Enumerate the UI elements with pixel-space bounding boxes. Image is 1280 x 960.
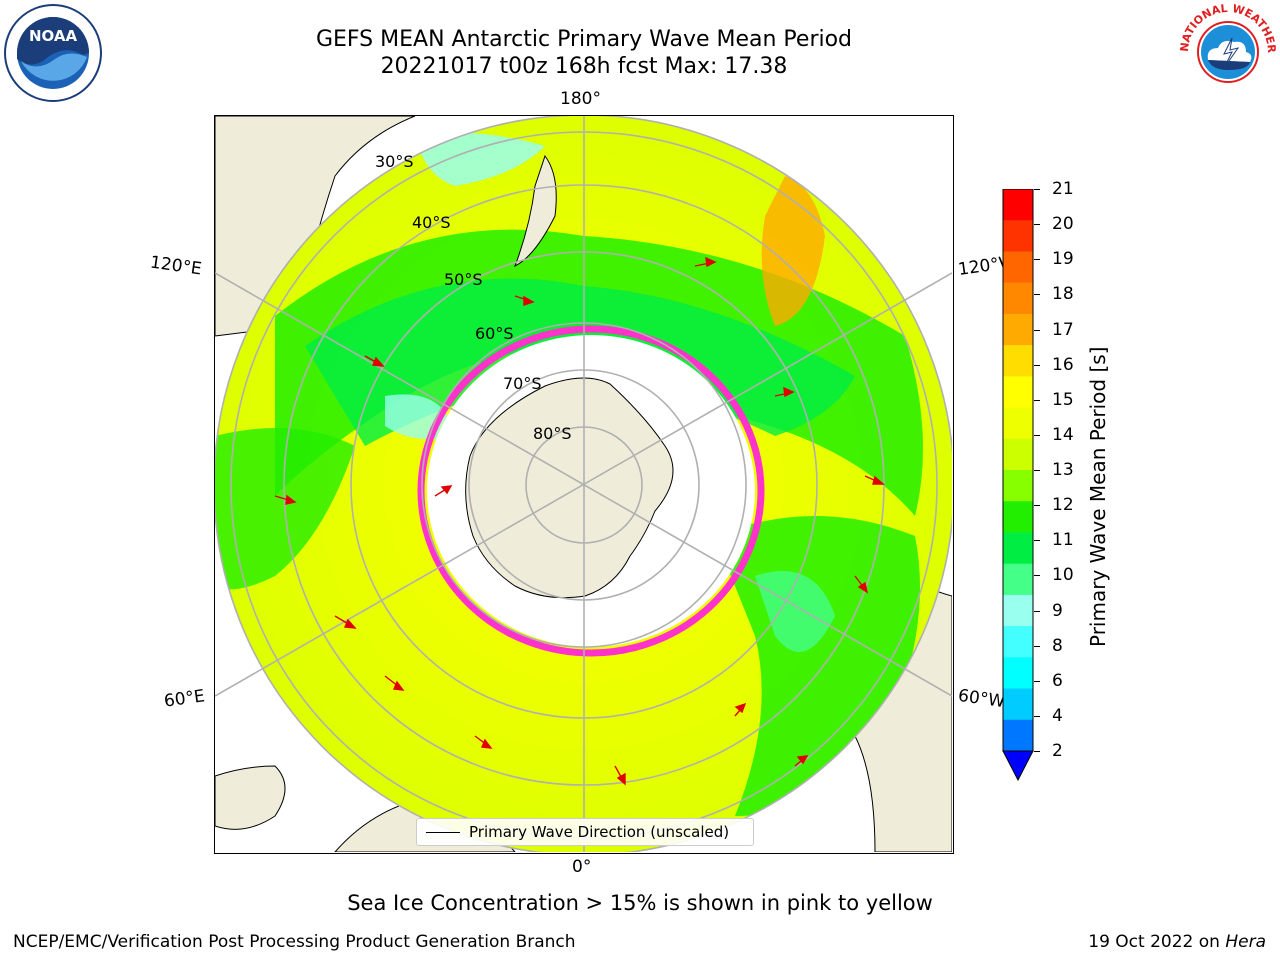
colorbar-segment [1003, 220, 1033, 252]
colorbar-tick-label: 12 [1052, 495, 1074, 516]
colorbar-title: Primary Wave Mean Period [s] [1086, 346, 1110, 648]
colorbar [1002, 188, 1034, 782]
colorbar-tick-mark [1034, 399, 1040, 401]
colorbar-tick-mark [1034, 645, 1040, 647]
sea-ice-caption: Sea Ice Concentration > 15% is shown in … [347, 891, 933, 915]
colorbar-tick-mark [1034, 189, 1040, 190]
chart-subtitle: 20221017 t00z 168h fcst Max: 17.38 [380, 54, 788, 79]
colorbar-segment [1003, 563, 1033, 596]
noaa-logo: NOAA [3, 3, 103, 103]
colorbar-tick-mark [1034, 505, 1040, 507]
colorbar-tick-mark [1034, 575, 1040, 577]
colorbar-segment [1003, 594, 1033, 627]
lon-label-120e: 120°E [148, 252, 203, 280]
colorbar-tick-label: 21 [1052, 179, 1074, 199]
colorbar-segment [1003, 532, 1033, 565]
colorbar-tick-mark [1034, 329, 1040, 331]
colorbar-segment [1003, 407, 1033, 440]
colorbar-segment [1003, 376, 1033, 409]
lon-label-180: 180° [560, 89, 601, 109]
colorbar-tick-label: 9 [1052, 600, 1063, 621]
colorbar-segment [1003, 189, 1033, 221]
colorbar-tick-mark [1034, 364, 1040, 366]
colorbar-segment [1003, 501, 1033, 533]
colorbar-extend-triangle [1002, 750, 1034, 782]
colorbar-tick-label: 19 [1052, 249, 1074, 270]
wave-direction-arrows [274, 256, 885, 786]
colorbar-tick-label: 6 [1052, 670, 1063, 691]
lat-label-50s: 50°S [444, 270, 483, 289]
lat-label-40s: 40°S [412, 213, 451, 232]
nws-logo: NATIONAL WEATHER SERVICE [1174, 0, 1278, 102]
antarctica-land [465, 377, 674, 599]
lat-label-80s: 80°S [533, 424, 572, 443]
chart-title: GEFS MEAN Antarctic Primary Wave Mean Pe… [315, 27, 853, 52]
colorbar-segment [1003, 313, 1033, 346]
colorbar-tick-label: 10 [1052, 565, 1074, 586]
colorbar-tick-mark [1034, 224, 1040, 226]
colorbar-tick-label: 11 [1052, 530, 1074, 551]
colorbar-tick-label: 8 [1052, 635, 1063, 656]
colorbar-tick-label: 16 [1052, 354, 1074, 375]
colorbar-tick-label: 20 [1052, 214, 1074, 235]
lat-label-60s: 60°S [475, 324, 514, 343]
lat-label-70s: 70°S [503, 374, 542, 393]
polar-map-canvas [215, 116, 952, 852]
colorbar-tick-mark [1034, 540, 1040, 542]
colorbar-tick-label: 17 [1052, 319, 1074, 340]
colorbar-segment [1003, 470, 1033, 502]
colorbar-tick-label: 4 [1052, 705, 1063, 726]
svg-text:NOAA: NOAA [29, 27, 78, 45]
lon-label-60e: 60°E [162, 686, 207, 712]
colorbar-tick-mark [1034, 680, 1040, 682]
colorbar-segment [1003, 626, 1033, 658]
colorbar-svg [1002, 188, 1034, 782]
colorbar-tick-mark [1034, 751, 1040, 752]
lon-label-60w: 60°W [956, 685, 1007, 713]
colorbar-tick-mark [1034, 434, 1040, 436]
colorbar-tick-mark [1034, 610, 1040, 612]
colorbar-frame [1002, 188, 1034, 752]
footer-date-text: 19 Oct 2022 on [1088, 932, 1220, 952]
footer-org: NCEP/EMC/Verification Post Processing Pr… [13, 932, 576, 952]
colorbar-tick-label: 18 [1052, 284, 1074, 305]
legend-label: Primary Wave Direction (unscaled) [469, 823, 730, 841]
colorbar-tick-label: 2 [1052, 741, 1063, 761]
map-panel: Primary Wave Direction (unscaled) [214, 115, 954, 854]
colorbar-segment [1003, 345, 1033, 377]
colorbar-tick-label: 13 [1052, 460, 1074, 480]
colorbar-segment [1003, 282, 1033, 315]
colorbar-tick-mark [1034, 259, 1040, 261]
colorbar-tick-mark [1034, 715, 1040, 717]
footer-host: Hera [1225, 932, 1266, 952]
colorbar-segment [1003, 438, 1033, 471]
colorbar-segment [1003, 657, 1033, 690]
lon-label-0: 0° [572, 857, 592, 877]
colorbar-tick-mark [1034, 294, 1040, 296]
colorbar-tick-label: 14 [1052, 424, 1074, 445]
colorbar-segment [1003, 251, 1033, 284]
colorbar-segment [1003, 688, 1033, 721]
map-legend: Primary Wave Direction (unscaled) [416, 818, 754, 846]
lat-label-30s: 30°S [375, 152, 414, 171]
colorbar-tick-mark [1034, 470, 1040, 471]
legend-line-sample [426, 832, 460, 833]
footer-date: 19 Oct 2022 on Hera [1088, 932, 1266, 952]
colorbar-segment [1003, 719, 1033, 752]
colorbar-tick-label: 15 [1052, 389, 1074, 410]
